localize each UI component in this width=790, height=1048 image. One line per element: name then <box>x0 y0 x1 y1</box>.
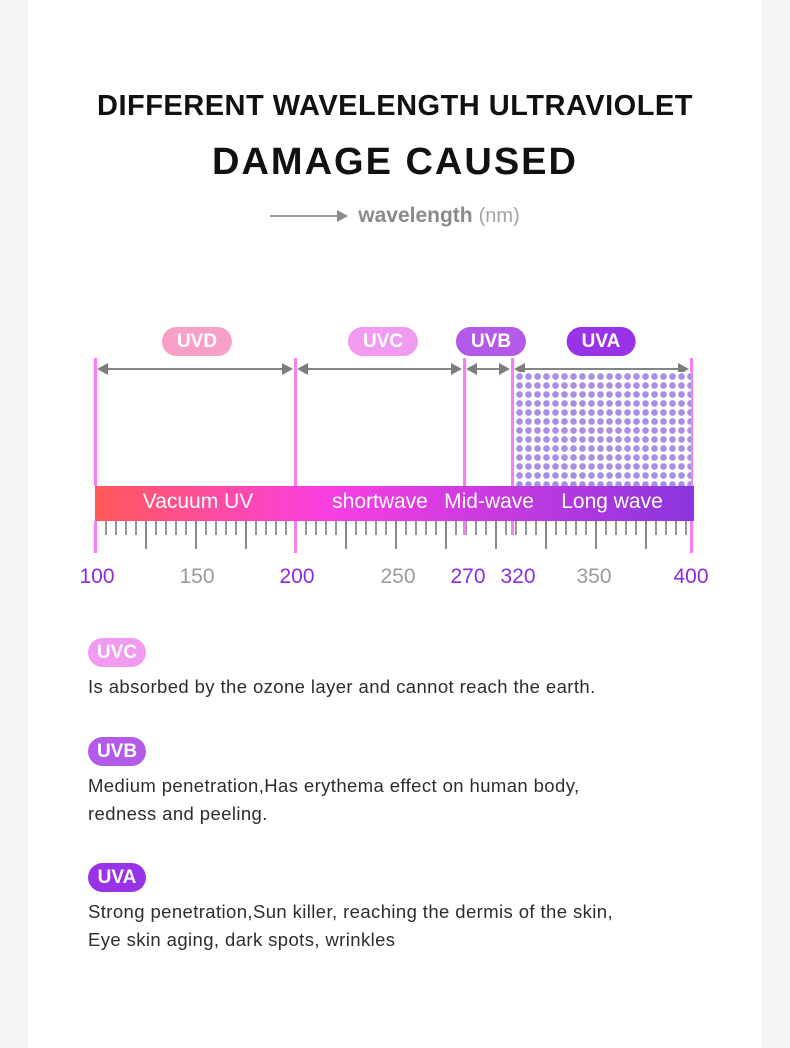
uvd-badge: UVD <box>161 327 233 356</box>
ruler-line-400 <box>690 521 693 553</box>
boundary-line-100 <box>94 358 97 486</box>
tick-label-250: 250 <box>380 565 416 588</box>
subtitle: DAMAGE CAUSED <box>212 141 578 183</box>
ruler-tick-270 <box>463 521 466 535</box>
uva-description-line-2: Eye skin aging, dark spots, wrinkles <box>88 929 396 950</box>
uvc-description-line: Is absorbed by the ozone layer and canno… <box>88 676 596 697</box>
uvb-badge: UVB <box>455 327 527 356</box>
bar-label-shortwave: shortwave <box>332 490 428 513</box>
uva-badge: UVA <box>566 327 636 356</box>
bar-label-mid-wave: Mid-wave <box>444 490 534 513</box>
uvb-description-line-2: redness and peeling. <box>88 803 268 824</box>
boundary-line-200 <box>294 358 297 486</box>
uvb-range-arrow <box>466 363 510 375</box>
uva-section-badge: UVA <box>88 863 146 892</box>
tick-label-100: 100 <box>79 565 115 588</box>
uva-description-line-1: Strong penetration,Sun killer, reaching … <box>88 901 613 922</box>
wavelength-axis-caption: wavelength (nm) <box>0 202 790 230</box>
wavelength-ruler <box>95 521 694 555</box>
tick-label-350: 350 <box>576 565 612 588</box>
uva-range-arrow <box>514 363 689 375</box>
uvb-description-line-1: Medium penetration,Has erythema effect o… <box>88 775 580 796</box>
ruler-tick-320 <box>511 521 514 535</box>
tick-label-200: 200 <box>279 565 315 588</box>
ruler-line-100 <box>94 521 97 553</box>
tick-label-150: 150 <box>179 565 215 588</box>
tick-label-270: 270 <box>450 565 486 588</box>
uvd-range-arrow <box>97 363 293 375</box>
ruler-line-200 <box>294 521 297 553</box>
uvc-range-arrow <box>297 363 462 375</box>
tick-label-400: 400 <box>673 565 709 588</box>
wavelength-unit: (nm) <box>478 204 520 227</box>
bar-label-vacuum-uv: Vacuum UV <box>142 490 254 513</box>
boundary-line-270 <box>463 358 466 486</box>
wavelength-label: wavelength <box>358 204 473 227</box>
uva-dot-pattern <box>515 372 691 486</box>
right-arrow-icon <box>270 210 349 222</box>
uvc-badge: UVC <box>347 327 419 356</box>
main-title: DIFFERENT WAVELENGTH ULTRAVIOLET <box>97 90 693 122</box>
boundary-line-400 <box>690 358 693 486</box>
uvb-section-badge: UVB <box>88 737 146 766</box>
uvc-section-badge: UVC <box>88 638 146 667</box>
bar-label-long-wave: Long wave <box>561 490 663 513</box>
boundary-line-320 <box>511 358 514 486</box>
tick-label-320: 320 <box>500 565 536 588</box>
spectrum-bar <box>95 486 694 521</box>
